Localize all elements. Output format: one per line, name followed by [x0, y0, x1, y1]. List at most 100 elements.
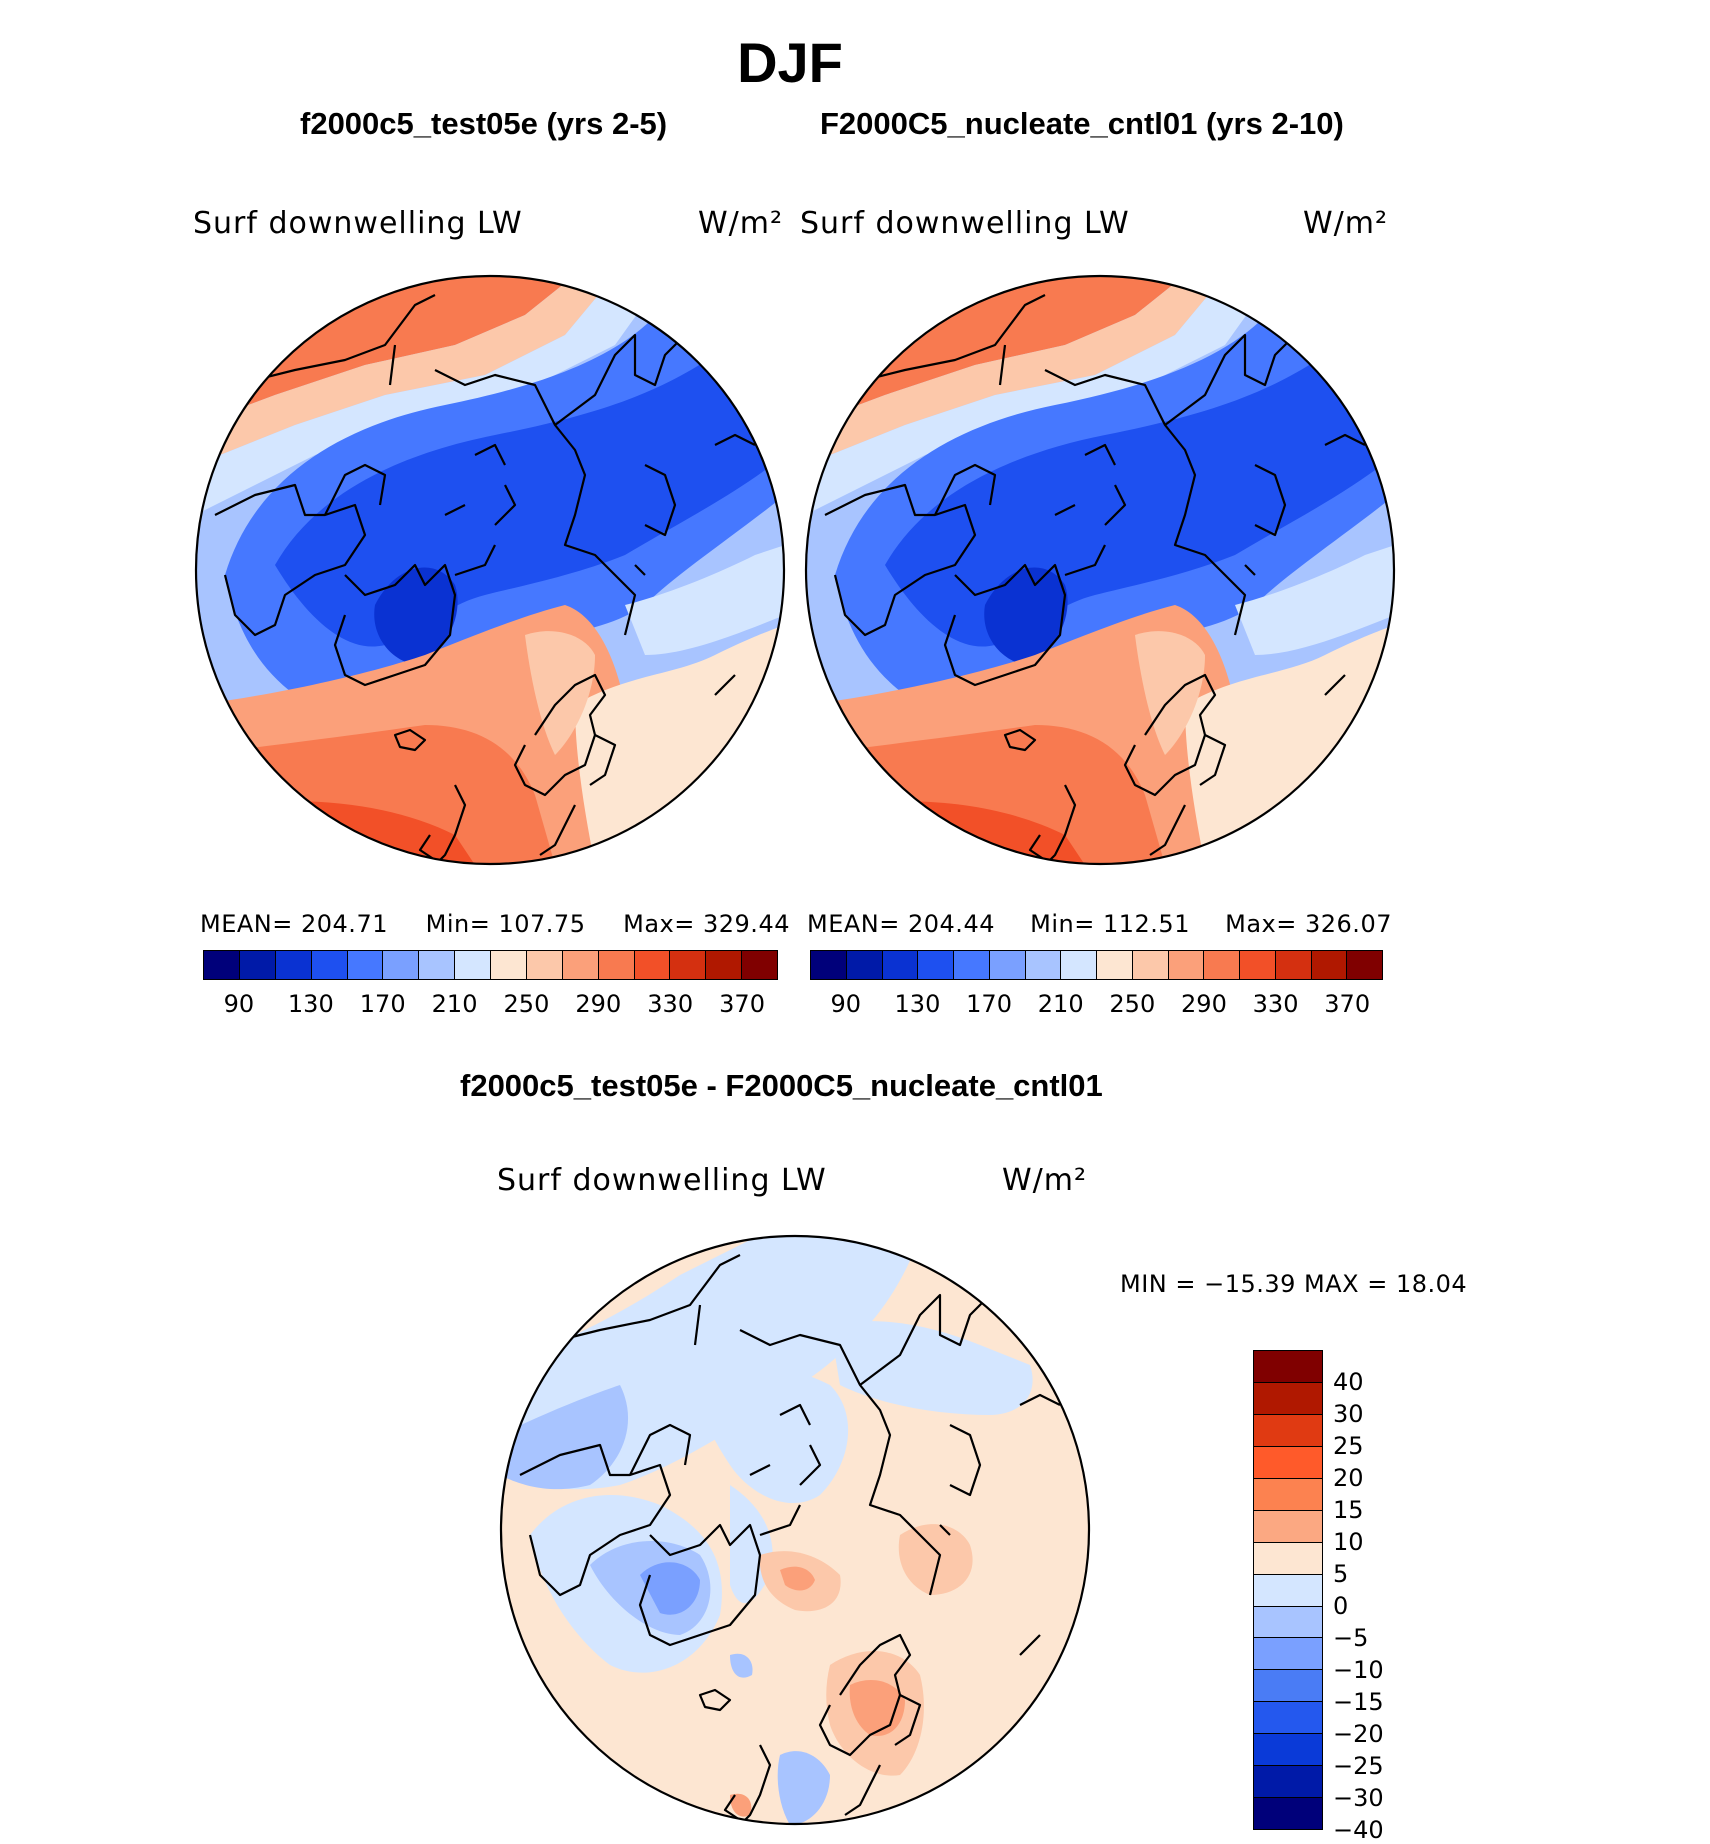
- panel2-mean-label: MEAN=: [807, 910, 900, 938]
- colorbar-tick-label: 0: [1333, 1592, 1349, 1620]
- colorbar-swatch: [846, 951, 883, 979]
- colorbar-swatch: [1254, 1382, 1322, 1415]
- colorbar-tick-label: −5: [1333, 1624, 1369, 1652]
- colorbar-tick-label: 250: [503, 990, 550, 1018]
- colorbar-swatch: [1254, 1510, 1322, 1543]
- colorbar-swatch: [1025, 951, 1062, 979]
- colorbar-swatch: [1168, 951, 1205, 979]
- diff-colorbar: [1253, 1350, 1323, 1830]
- panel2-units-label: W/m²: [1303, 206, 1389, 241]
- colorbar-tick-label: 15: [1333, 1496, 1364, 1524]
- colorbar-tick-label: 130: [894, 990, 941, 1018]
- colorbar-tick-label: 250: [1109, 990, 1156, 1018]
- colorbar-swatch: [1097, 951, 1133, 979]
- panel1-mean-label: MEAN=: [200, 910, 293, 938]
- colorbar-swatch: [311, 951, 348, 979]
- colorbar-swatch: [1254, 1414, 1322, 1447]
- diff-colorbar-ticks: 40 30 25 20 15 10 5 0 −5 −10 −15 −20 −25 −30 −40: [1333, 1350, 1423, 1844]
- colorbar-tick-label: 370: [719, 990, 765, 1018]
- colorbar-swatch: [706, 951, 743, 979]
- panel2-variable-label: Surf downwelling LW: [800, 206, 1130, 241]
- colorbar-tick-label: 210: [431, 990, 478, 1018]
- colorbar-swatch: [1254, 1734, 1322, 1767]
- panel2-max-label: Max=: [1225, 910, 1297, 938]
- colorbar-swatch: [275, 951, 312, 979]
- colorbar-swatch: [1311, 951, 1348, 979]
- panel1-max-label: Max=: [623, 910, 695, 938]
- panel2-mean-value: 204.44: [908, 910, 995, 938]
- colorbar-tick-label: −40: [1333, 1816, 1384, 1844]
- panel1-stats: MEAN= 204.71 Min= 107.75 Max= 329.44: [200, 910, 790, 938]
- colorbar-swatch: [1254, 1670, 1322, 1703]
- colorbar-tick-label: 20: [1333, 1464, 1364, 1492]
- panel2-stats: MEAN= 204.44 Min= 112.51 Max= 326.07: [807, 910, 1392, 938]
- diff-polar-map: [499, 1234, 1091, 1826]
- colorbar-swatch: [562, 951, 599, 979]
- panel2-polar-map: [804, 274, 1396, 866]
- colorbar-swatch: [383, 951, 420, 979]
- colorbar-swatch: [1254, 1351, 1322, 1383]
- colorbar-tick-label: 290: [575, 990, 622, 1018]
- colorbar-tick-label: 130: [287, 990, 334, 1018]
- colorbar-swatch: [989, 951, 1026, 979]
- colorbar-tick-label: 10: [1333, 1528, 1364, 1556]
- colorbar-swatch: [239, 951, 276, 979]
- panel2-min-value: 112.51: [1102, 910, 1190, 938]
- panel1-polar-map: [194, 274, 786, 866]
- colorbar-swatch: [491, 951, 527, 979]
- colorbar-tick-label: 30: [1333, 1400, 1364, 1428]
- panel2-max-value: 326.07: [1305, 910, 1392, 938]
- colorbar-swatch: [1061, 951, 1097, 979]
- colorbar-tick-label: −30: [1333, 1784, 1384, 1812]
- colorbar-swatch: [1254, 1702, 1322, 1735]
- panel2-colorbar: [810, 950, 1383, 980]
- colorbar-swatch: [670, 951, 707, 979]
- colorbar-swatch: [882, 951, 919, 979]
- colorbar-swatch: [954, 951, 990, 979]
- colorbar-tick-label: 170: [359, 990, 406, 1018]
- colorbar-tick-label: 25: [1333, 1432, 1364, 1460]
- panel1-min-value: 107.75: [498, 910, 586, 938]
- colorbar-tick-label: 210: [1037, 990, 1084, 1018]
- colorbar-swatch: [1254, 1606, 1322, 1639]
- colorbar-tick-label: 330: [1252, 990, 1299, 1018]
- panel1-colorbar: [203, 950, 778, 980]
- colorbar-tick-label: 330: [647, 990, 694, 1018]
- diff-units-label: W/m²: [1002, 1163, 1088, 1198]
- diff-case-title: f2000c5_test05e - F2000C5_nucleate_cntl0…: [460, 1068, 1103, 1103]
- colorbar-tick-label: 90: [830, 990, 862, 1018]
- panel2-case-title: F2000C5_nucleate_cntl01 (yrs 2-10): [820, 106, 1344, 141]
- colorbar-swatch: [1254, 1766, 1322, 1799]
- colorbar-swatch: [598, 951, 635, 979]
- colorbar-swatch: [1254, 1638, 1322, 1671]
- panel1-colorbar-ticks: 90 130 170 210 250 290 330 370: [203, 990, 778, 1020]
- colorbar-tick-label: −20: [1333, 1720, 1384, 1748]
- colorbar-swatch: [1254, 1798, 1322, 1830]
- colorbar-swatch: [634, 951, 671, 979]
- panel1-case-title: f2000c5_test05e (yrs 2-5): [300, 106, 668, 141]
- colorbar-tick-label: 170: [966, 990, 1012, 1018]
- colorbar-tick-label: 5: [1333, 1560, 1349, 1588]
- panel2-min-label: Min=: [1030, 910, 1095, 938]
- panel1-min-label: Min=: [425, 910, 491, 938]
- colorbar-swatch: [918, 951, 954, 979]
- colorbar-swatch: [419, 951, 456, 979]
- panel2-colorbar-ticks: 90 130 170 210 250 290 330 370: [810, 990, 1383, 1020]
- colorbar-swatch: [1204, 951, 1240, 979]
- colorbar-swatch: [1254, 1542, 1322, 1575]
- colorbar-tick-label: 40: [1333, 1368, 1364, 1396]
- colorbar-swatch: [455, 951, 491, 979]
- figure-title: DJF: [737, 31, 843, 94]
- colorbar-swatch: [526, 951, 563, 979]
- colorbar-tick-label: 90: [223, 990, 255, 1018]
- colorbar-tick-label: −15: [1333, 1688, 1384, 1716]
- colorbar-swatch: [742, 951, 777, 979]
- colorbar-swatch: [1254, 1574, 1322, 1607]
- colorbar-swatch: [1254, 1478, 1322, 1511]
- colorbar-swatch: [204, 951, 240, 979]
- colorbar-swatch: [347, 951, 384, 979]
- diff-variable-label: Surf downwelling LW: [497, 1163, 827, 1198]
- colorbar-tick-label: −10: [1333, 1656, 1384, 1684]
- panel1-mean-value: 204.71: [301, 910, 388, 938]
- panel1-units-label: W/m²: [698, 206, 784, 241]
